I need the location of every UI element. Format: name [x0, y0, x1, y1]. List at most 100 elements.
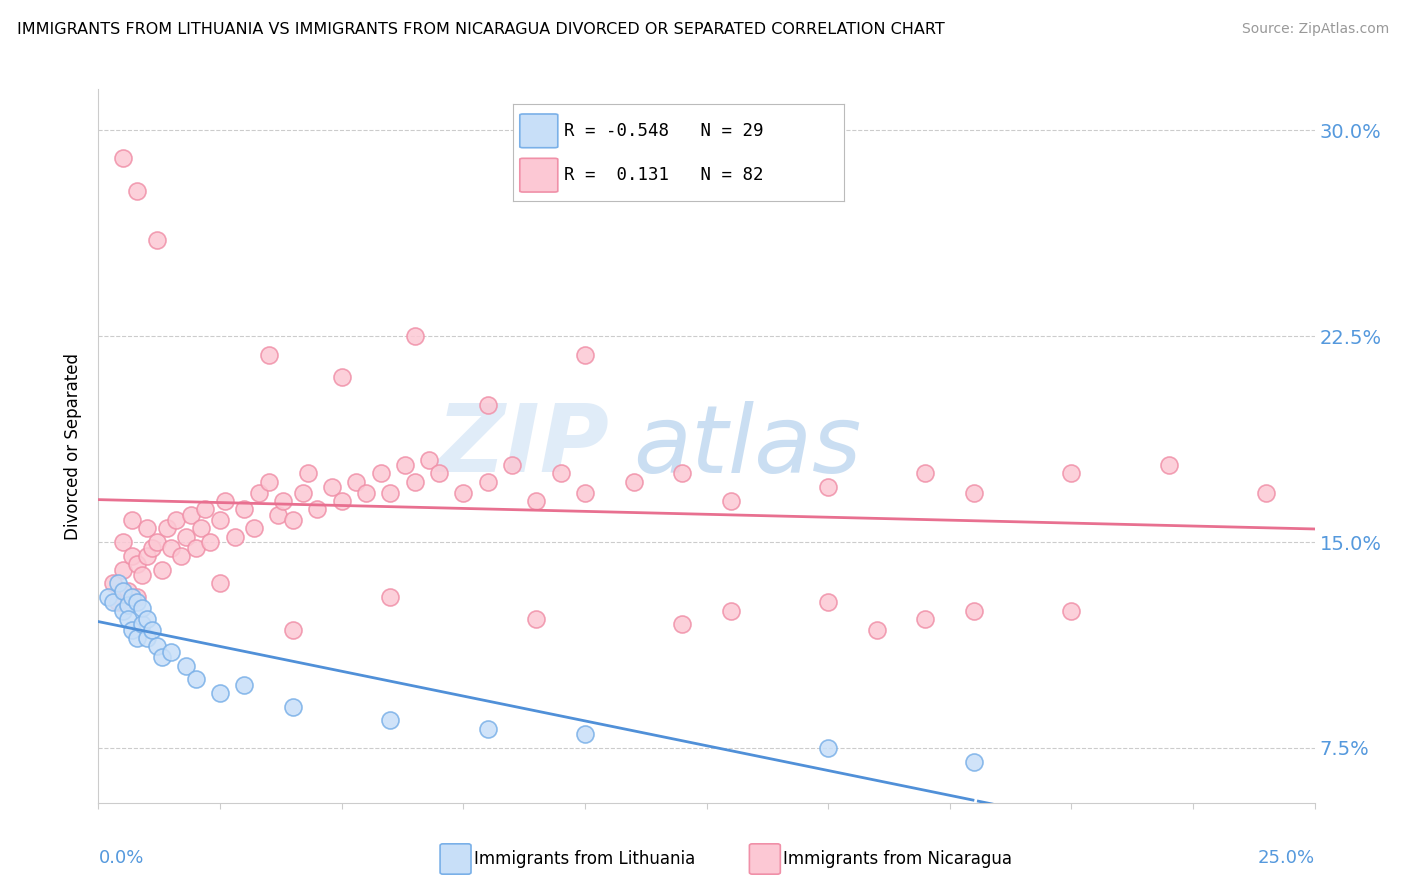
Point [97, 590, 120, 604]
Point [160, 645, 183, 659]
Point [281, 513, 304, 527]
Point [127, 557, 149, 571]
Point [720, 494, 742, 508]
Point [330, 494, 353, 508]
Point [117, 584, 139, 599]
Point [291, 485, 314, 500]
Point [817, 595, 839, 609]
Point [111, 151, 134, 165]
Point [131, 568, 153, 582]
Point [209, 513, 232, 527]
Point [671, 617, 693, 632]
Point [194, 502, 217, 516]
Point [267, 508, 290, 522]
Point [184, 673, 207, 687]
Point [524, 612, 547, 626]
Point [427, 467, 450, 481]
Point [574, 485, 596, 500]
Point [477, 398, 499, 412]
Point [297, 467, 319, 481]
Point [127, 184, 149, 198]
Point [136, 631, 159, 645]
Text: Immigrants from Lithuania: Immigrants from Lithuania [474, 850, 695, 868]
Point [354, 485, 377, 500]
Point [330, 370, 353, 384]
Point [200, 535, 222, 549]
Point [720, 604, 742, 618]
Point [160, 541, 183, 555]
Point [321, 480, 343, 494]
Point [150, 650, 173, 665]
Point [155, 521, 177, 535]
Point [141, 541, 163, 555]
Point [107, 576, 129, 591]
Point [127, 631, 149, 645]
Point [136, 612, 159, 626]
Point [271, 494, 294, 508]
Point [243, 521, 266, 535]
Point [233, 678, 256, 692]
FancyBboxPatch shape [520, 114, 558, 148]
Point [117, 598, 139, 612]
Point [146, 640, 169, 654]
Point [1060, 467, 1083, 481]
Point [190, 521, 212, 535]
Point [101, 576, 124, 591]
Point [344, 475, 367, 489]
Text: 0.0%: 0.0% [98, 849, 143, 867]
Point [914, 467, 936, 481]
Point [370, 467, 392, 481]
Point [101, 595, 124, 609]
Point [111, 562, 134, 576]
Point [233, 502, 256, 516]
Point [380, 485, 402, 500]
Point [963, 485, 986, 500]
Text: IMMIGRANTS FROM LITHUANIA VS IMMIGRANTS FROM NICARAGUA DIVORCED OR SEPARATED COR: IMMIGRANTS FROM LITHUANIA VS IMMIGRANTS … [17, 22, 945, 37]
Point [174, 530, 197, 544]
Text: atlas: atlas [634, 401, 862, 491]
Text: Immigrants from Nicaragua: Immigrants from Nicaragua [783, 850, 1012, 868]
Point [146, 535, 169, 549]
Point [453, 485, 475, 500]
Point [1060, 604, 1083, 618]
Point [121, 623, 143, 637]
Point [623, 475, 645, 489]
Point [111, 535, 134, 549]
Point [184, 541, 207, 555]
Point [574, 727, 596, 741]
Point [817, 480, 839, 494]
Point [380, 590, 402, 604]
Point [247, 485, 270, 500]
Point [146, 233, 169, 247]
Point [257, 475, 280, 489]
Point [209, 686, 232, 700]
Point [121, 549, 143, 563]
Point [501, 458, 523, 473]
Point [477, 722, 499, 736]
Point [281, 699, 304, 714]
Point [574, 348, 596, 362]
Text: Source: ZipAtlas.com: Source: ZipAtlas.com [1241, 22, 1389, 37]
Point [209, 576, 232, 591]
Point [131, 617, 153, 632]
Point [963, 604, 986, 618]
Text: R = -0.548   N = 29: R = -0.548 N = 29 [564, 122, 763, 140]
Point [111, 604, 134, 618]
Point [136, 549, 159, 563]
Point [214, 494, 236, 508]
Point [150, 562, 173, 576]
Point [671, 467, 693, 481]
Point [404, 475, 426, 489]
Point [257, 348, 280, 362]
Point [817, 740, 839, 755]
Point [380, 714, 402, 728]
Point [111, 584, 134, 599]
Point [394, 458, 416, 473]
Point [866, 623, 889, 637]
Point [121, 513, 143, 527]
Point [180, 508, 202, 522]
Point [107, 595, 129, 609]
Point [914, 612, 936, 626]
Point [418, 452, 440, 467]
Point [307, 502, 329, 516]
